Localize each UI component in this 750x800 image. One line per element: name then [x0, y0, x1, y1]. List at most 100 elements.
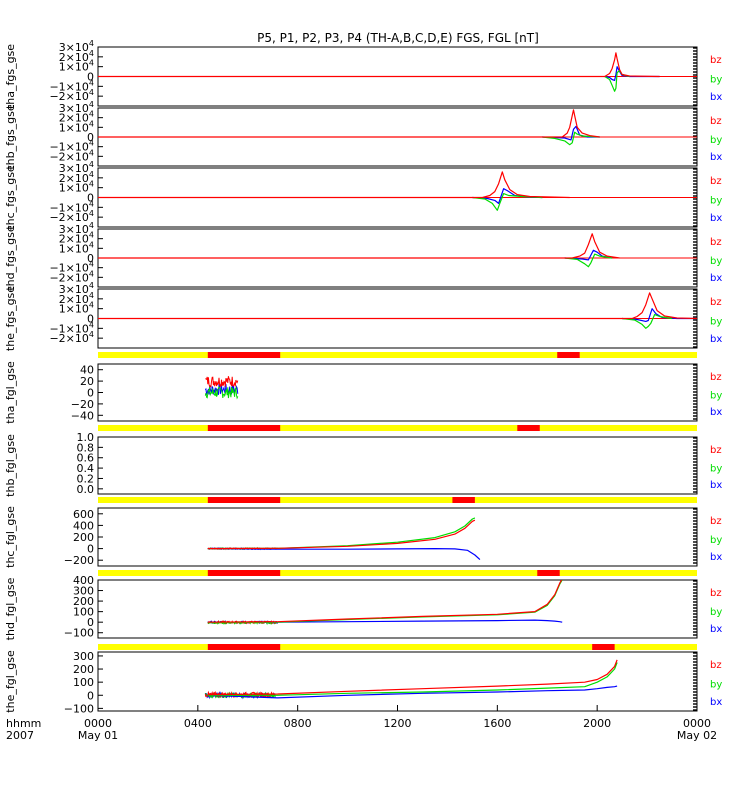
y-tick-label-thc_fgs_gse-3: 0: [87, 192, 94, 205]
y-tick-label-thd_fgl_gse-4: 0: [87, 616, 94, 629]
y-tick-label-thb_fgl_gse-3: 0.4: [77, 462, 95, 475]
y-tick-label-thb_fgs_gse-2: 1×104: [59, 119, 94, 134]
status-bar-segment-the_fgl_gse-0: [207, 644, 281, 650]
y-tick-label-exponent: 4: [89, 170, 94, 179]
y-axis-label-thb_fgl_gse: thb_fgl_gse: [4, 434, 17, 497]
y-axis-label-thd_fgs_gse: thd_fgs_gse: [4, 225, 17, 291]
y-tick-label-tha_fgl_gse-0: 40: [80, 364, 94, 377]
legend-bz-thb_fgs_gse: bz: [710, 116, 722, 127]
plot-area-thc_fgl_gse: [207, 517, 481, 561]
x-tick-label-5: 2000: [583, 717, 611, 730]
noise-bz-tha_fgl_gse: [205, 376, 239, 388]
status-bar-segment-thb_fgl_gse-1: [517, 425, 540, 431]
y-tick-label-mantissa: 3×10: [59, 41, 89, 54]
y-tick-label-thc_fgl_gse-3: 0: [87, 543, 94, 556]
x-tick-label-6: 0000: [683, 717, 711, 730]
series-by-thb_fgs_gse: [542, 131, 600, 146]
y-tick-label-thb_fgl_gse-4: 0.2: [77, 472, 95, 485]
y-tick-label-tha_fgs_gse-4: −1×104: [49, 78, 94, 93]
plot-area-thc_fgs_gse: [98, 171, 697, 211]
series-bz-thc_fgs_gse: [98, 171, 570, 199]
panel-frame-the_fgl_gse: [97, 651, 698, 712]
y-tick-label-exponent: 4: [89, 199, 94, 208]
right-tick-band-thc_fgs_gse: [693, 168, 697, 227]
series-by-the_fgl_gse: [207, 662, 618, 696]
y-tick-label-exponent: 4: [89, 301, 94, 310]
y-tick-label-mantissa: −1×10: [49, 201, 88, 214]
right-tick-band-the_fgl_gse: [693, 652, 697, 711]
y-tick-label-mantissa: 3×10: [59, 283, 89, 296]
y-tick-label-the_fgs_gse-2: 1×104: [59, 301, 94, 316]
legend-by-thb_fgs_gse: by: [710, 135, 722, 146]
y-tick-label-exponent: 4: [89, 39, 94, 48]
right-tick-band-tha_fgl_gse: [693, 364, 697, 420]
y-tick-label-thc_fgl_gse-1: 400: [73, 519, 94, 532]
panel-frame-thd_fgl_gse: [97, 579, 698, 639]
x-tick-label-4: 1600: [483, 717, 511, 730]
legend-bx-tha_fgl_gse: bx: [710, 407, 722, 418]
right-tick-band-the_fgs_gse: [693, 289, 697, 348]
y-tick-label-exponent: 4: [89, 240, 94, 249]
legend-by-tha_fgs_gse: by: [710, 75, 722, 86]
status-bar-thd_fgl_gse: [98, 570, 697, 576]
legend-by-the_fgs_gse: by: [710, 317, 722, 328]
panel-frame-tha_fgl_gse: [97, 363, 698, 422]
y-tick-label-the_fgs_gse-1: 2×104: [59, 291, 94, 306]
y-axis-label-the_fgs_gse: the_fgs_gse: [4, 286, 17, 351]
legend-by-thb_fgl_gse: by: [710, 464, 722, 475]
y-tick-label-thb_fgs_gse-1: 2×104: [59, 110, 94, 125]
status-bar-thb_fgl_gse: [98, 425, 697, 431]
y-tick-label-exponent: 4: [89, 110, 94, 119]
y-tick-label-thc_fgl_gse-2: 200: [73, 531, 94, 544]
y-tick-label-the_fgl_gse-2: 100: [73, 676, 94, 689]
y-tick-label-mantissa: −2×10: [49, 211, 88, 224]
series-bz-thb_fgs_gse: [98, 109, 600, 138]
y-tick-label-exponent: 4: [89, 160, 94, 169]
y-tick-label-thd_fgl_gse-2: 200: [73, 595, 94, 608]
y-tick-label-exponent: 4: [89, 221, 94, 230]
y-tick-label-mantissa: −1×10: [49, 322, 88, 335]
plot-area-tha_fgs_gse: [98, 52, 697, 92]
y-tick-label-thc_fgs_gse-5: −2×104: [49, 209, 94, 224]
panel-frame-thc_fgl_gse: [97, 507, 698, 567]
legend-bz-tha_fgs_gse: bz: [710, 55, 722, 66]
y-tick-label-the_fgl_gse-1: 200: [73, 663, 94, 676]
y-tick-label-thd_fgs_gse-0: 3×104: [59, 221, 94, 236]
plot-area-thd_fgs_gse: [98, 233, 697, 268]
status-bar-segment-thb_fgl_gse-0: [207, 425, 281, 431]
y-tick-label-exponent: 4: [89, 330, 94, 339]
y-tick-label-thd_fgl_gse-1: 300: [73, 585, 94, 598]
y-tick-label-tha_fgs_gse-3: 0: [87, 71, 94, 84]
y-tick-label-exponent: 4: [89, 231, 94, 240]
y-tick-label-mantissa: 2×10: [59, 233, 89, 246]
y-tick-label-mantissa: −2×10: [49, 90, 88, 103]
series-by-thc_fgs_gse: [472, 193, 543, 211]
y-tick-label-mantissa: −1×10: [49, 262, 88, 275]
x-tick-sublabel-6: May 02: [677, 729, 717, 742]
status-bar-the_fgl_gse: [98, 644, 697, 650]
y-tick-label-mantissa: 2×10: [59, 293, 89, 306]
plot-area-the_fgs_gse: [98, 292, 697, 329]
y-axis-label-thc_fgs_gse: thc_fgs_gse: [4, 165, 17, 230]
x-tick-sublabel-0: May 01: [78, 729, 118, 742]
y-tick-label-exponent: 4: [89, 269, 94, 278]
y-tick-label-mantissa: 2×10: [59, 51, 89, 64]
legend-bz-the_fgs_gse: bz: [710, 297, 722, 308]
y-tick-label-exponent: 4: [89, 260, 94, 269]
y-tick-label-mantissa: 1×10: [59, 242, 89, 255]
x-tick-label-1: 0400: [184, 717, 212, 730]
legend-bx-thc_fgl_gse: bx: [710, 552, 722, 563]
y-tick-label-mantissa: 1×10: [59, 303, 89, 316]
legend-by-thc_fgl_gse: by: [710, 535, 722, 546]
y-tick-label-exponent: 4: [89, 59, 94, 68]
legend-bz-thd_fgs_gse: bz: [710, 237, 722, 248]
plot-area-thd_fgl_gse: [207, 580, 563, 626]
y-tick-label-thd_fgs_gse-1: 2×104: [59, 231, 94, 246]
